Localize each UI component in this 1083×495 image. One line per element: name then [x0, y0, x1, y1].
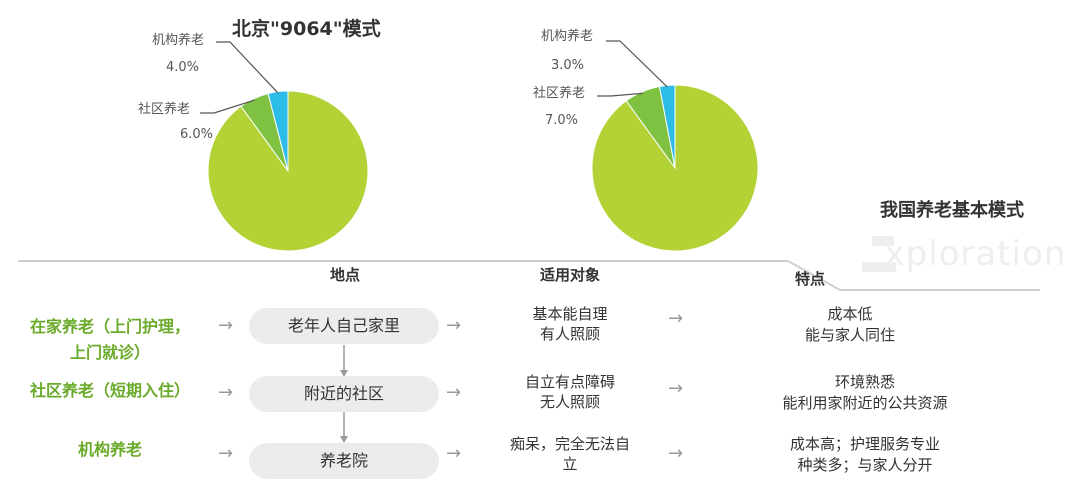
- arrow-icon: →: [668, 378, 684, 399]
- watermark-word: xploration: [884, 234, 1067, 274]
- arrow-icon: →: [446, 315, 462, 336]
- target-line: 痴呆，完全无法自: [509, 435, 630, 453]
- pie-slice-label: 机构养老: [541, 28, 593, 44]
- row-label-line: 上门就诊）: [69, 343, 150, 362]
- pie-slice: [267, 90, 289, 172]
- arrow-icon: →: [668, 443, 684, 464]
- pie-slice-label: 社区养老: [138, 101, 190, 117]
- header-target: 适用对象: [539, 266, 600, 284]
- target-line: 基本能自理: [532, 305, 608, 323]
- arrow-icon: →: [218, 443, 234, 464]
- feature-line: 环境熟悉: [834, 373, 895, 391]
- row-label-line: 社区养老（短期入住）: [29, 381, 190, 400]
- arrow-icon: →: [446, 443, 462, 464]
- pie-leader-line: [216, 41, 279, 94]
- pie-slice-label: 社区养老: [533, 85, 585, 101]
- pie-leader-line: [200, 99, 255, 114]
- main-title: 我国养老基本模式: [880, 200, 1024, 221]
- target-line: 无人照顾: [539, 393, 600, 411]
- feature-community: 环境熟悉 能利用家附近的公共资源: [740, 372, 990, 414]
- header-feature: 特点: [794, 270, 825, 288]
- row-label-institution-care: 机构养老: [10, 437, 210, 463]
- target-line: 立: [562, 455, 578, 473]
- pie-slice-value: 7.0%: [545, 113, 578, 128]
- location-pill-nursing-home: 养老院: [249, 443, 439, 479]
- target-nursing-home: 痴呆，完全无法自 立: [490, 434, 650, 474]
- watermark-text: Exploration: [862, 234, 1066, 274]
- row-label-community-care: 社区养老（短期入住）: [10, 378, 210, 404]
- arrow-icon: →: [218, 315, 234, 336]
- row-label-line: 机构养老: [77, 440, 142, 459]
- watermark-logo-bar: [862, 262, 896, 272]
- feature-line: 成本低: [827, 305, 873, 323]
- target-line: 有人照顾: [539, 325, 600, 343]
- feature-line: 能与家人同住: [804, 326, 895, 344]
- target-line: 自立有点障碍: [524, 373, 615, 391]
- feature-line: 能利用家附近的公共资源: [782, 394, 948, 412]
- target-community: 自立有点障碍 无人照顾: [495, 372, 645, 412]
- pie-slice: [658, 84, 676, 169]
- feature-line: 成本高；护理服务专业: [789, 435, 940, 453]
- feature-home: 成本低 能与家人同住: [740, 304, 960, 346]
- pie-chart-beijing-9064: 社区养老 6.0% 机构养老 4.0%: [138, 32, 369, 252]
- arrow-icon: →: [668, 308, 684, 329]
- row-label-home-care: 在家养老（上门护理， 上门就诊）: [10, 314, 210, 366]
- pie-leader-line: [606, 40, 668, 88]
- location-pill-home: 老年人自己家里: [249, 308, 439, 344]
- feature-line: 种类多；与家人分开: [797, 456, 933, 474]
- pie-charts: 社区养老 6.0% 机构养老 4.0% 社区养老 7.0% 机构养老 3.0% 北京"906…: [138, 17, 759, 252]
- pie-slice-value: 3.0%: [551, 58, 584, 73]
- watermark-logo-bar: [872, 236, 894, 246]
- pie-slice-value: 6.0%: [180, 127, 213, 142]
- arrow-icon: →: [218, 382, 234, 403]
- pie-slice-value: 4.0%: [166, 60, 199, 75]
- target-home: 基本能自理 有人照顾: [495, 304, 645, 344]
- header-location: 地点: [329, 266, 360, 284]
- pie-leader-line: [597, 92, 643, 97]
- pie-slice-label: 机构养老: [152, 32, 204, 48]
- header-divider-top: [18, 260, 788, 262]
- pie-chart-title: 北京"9064"模式: [232, 17, 381, 40]
- arrow-icon: →: [446, 382, 462, 403]
- pie-chart-second: 社区养老 7.0% 机构养老 3.0%: [533, 28, 759, 252]
- feature-nursing-home: 成本高；护理服务专业 种类多；与家人分开: [740, 434, 990, 476]
- location-pill-community: 附近的社区: [249, 376, 439, 412]
- row-label-line: 在家养老（上门护理，: [29, 317, 190, 336]
